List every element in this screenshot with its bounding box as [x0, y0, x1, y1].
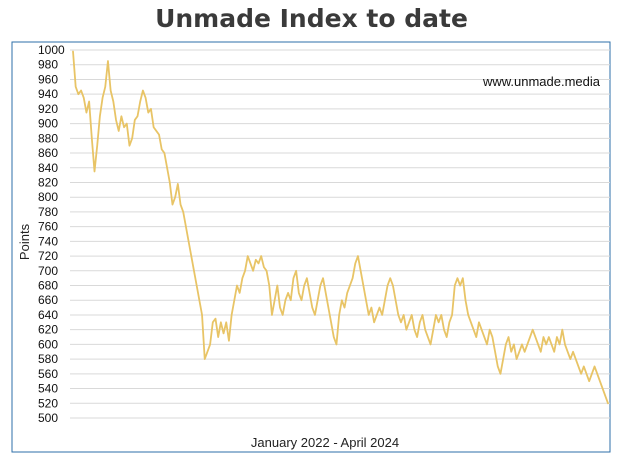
y-tick-label: 500 [38, 411, 58, 425]
y-tick-label: 680 [38, 279, 58, 293]
plot-frame [11, 41, 611, 453]
y-tick-label: 920 [38, 102, 58, 116]
x-axis-label: January 2022 - April 2024 [251, 435, 399, 450]
y-tick-label: 800 [38, 190, 58, 204]
y-tick-label: 1000 [38, 43, 65, 57]
y-tick-labels: 1000980960940920900880860840820800780760… [38, 43, 65, 425]
y-tick-label: 900 [38, 117, 58, 131]
chart-title: Unmade Index to date [155, 4, 468, 33]
y-tick-label: 760 [38, 220, 58, 234]
y-tick-label: 980 [38, 58, 58, 72]
y-tick-label: 700 [38, 264, 58, 278]
series-line-index [72, 50, 609, 405]
y-tick-label: 720 [38, 249, 58, 263]
y-tick-label: 740 [38, 234, 58, 248]
y-tick-label: 660 [38, 293, 58, 307]
y-tick-label: 540 [38, 382, 58, 396]
y-axis-label: Points [17, 223, 32, 260]
y-tick-label: 580 [38, 352, 58, 366]
watermark-text: www.unmade.media [482, 74, 601, 89]
y-tick-label: 880 [38, 131, 58, 145]
y-tick-label: 940 [38, 87, 58, 101]
y-tick-label: 840 [38, 161, 58, 175]
y-tick-label: 780 [38, 205, 58, 219]
y-tick-label: 960 [38, 72, 58, 86]
y-tick-label: 560 [38, 367, 58, 381]
y-tick-label: 860 [38, 146, 58, 160]
y-tick-label: 640 [38, 308, 58, 322]
y-tick-label: 520 [38, 396, 58, 410]
y-tick-label: 820 [38, 175, 58, 189]
y-tick-label: 600 [38, 337, 58, 351]
y-tick-label: 620 [38, 323, 58, 337]
